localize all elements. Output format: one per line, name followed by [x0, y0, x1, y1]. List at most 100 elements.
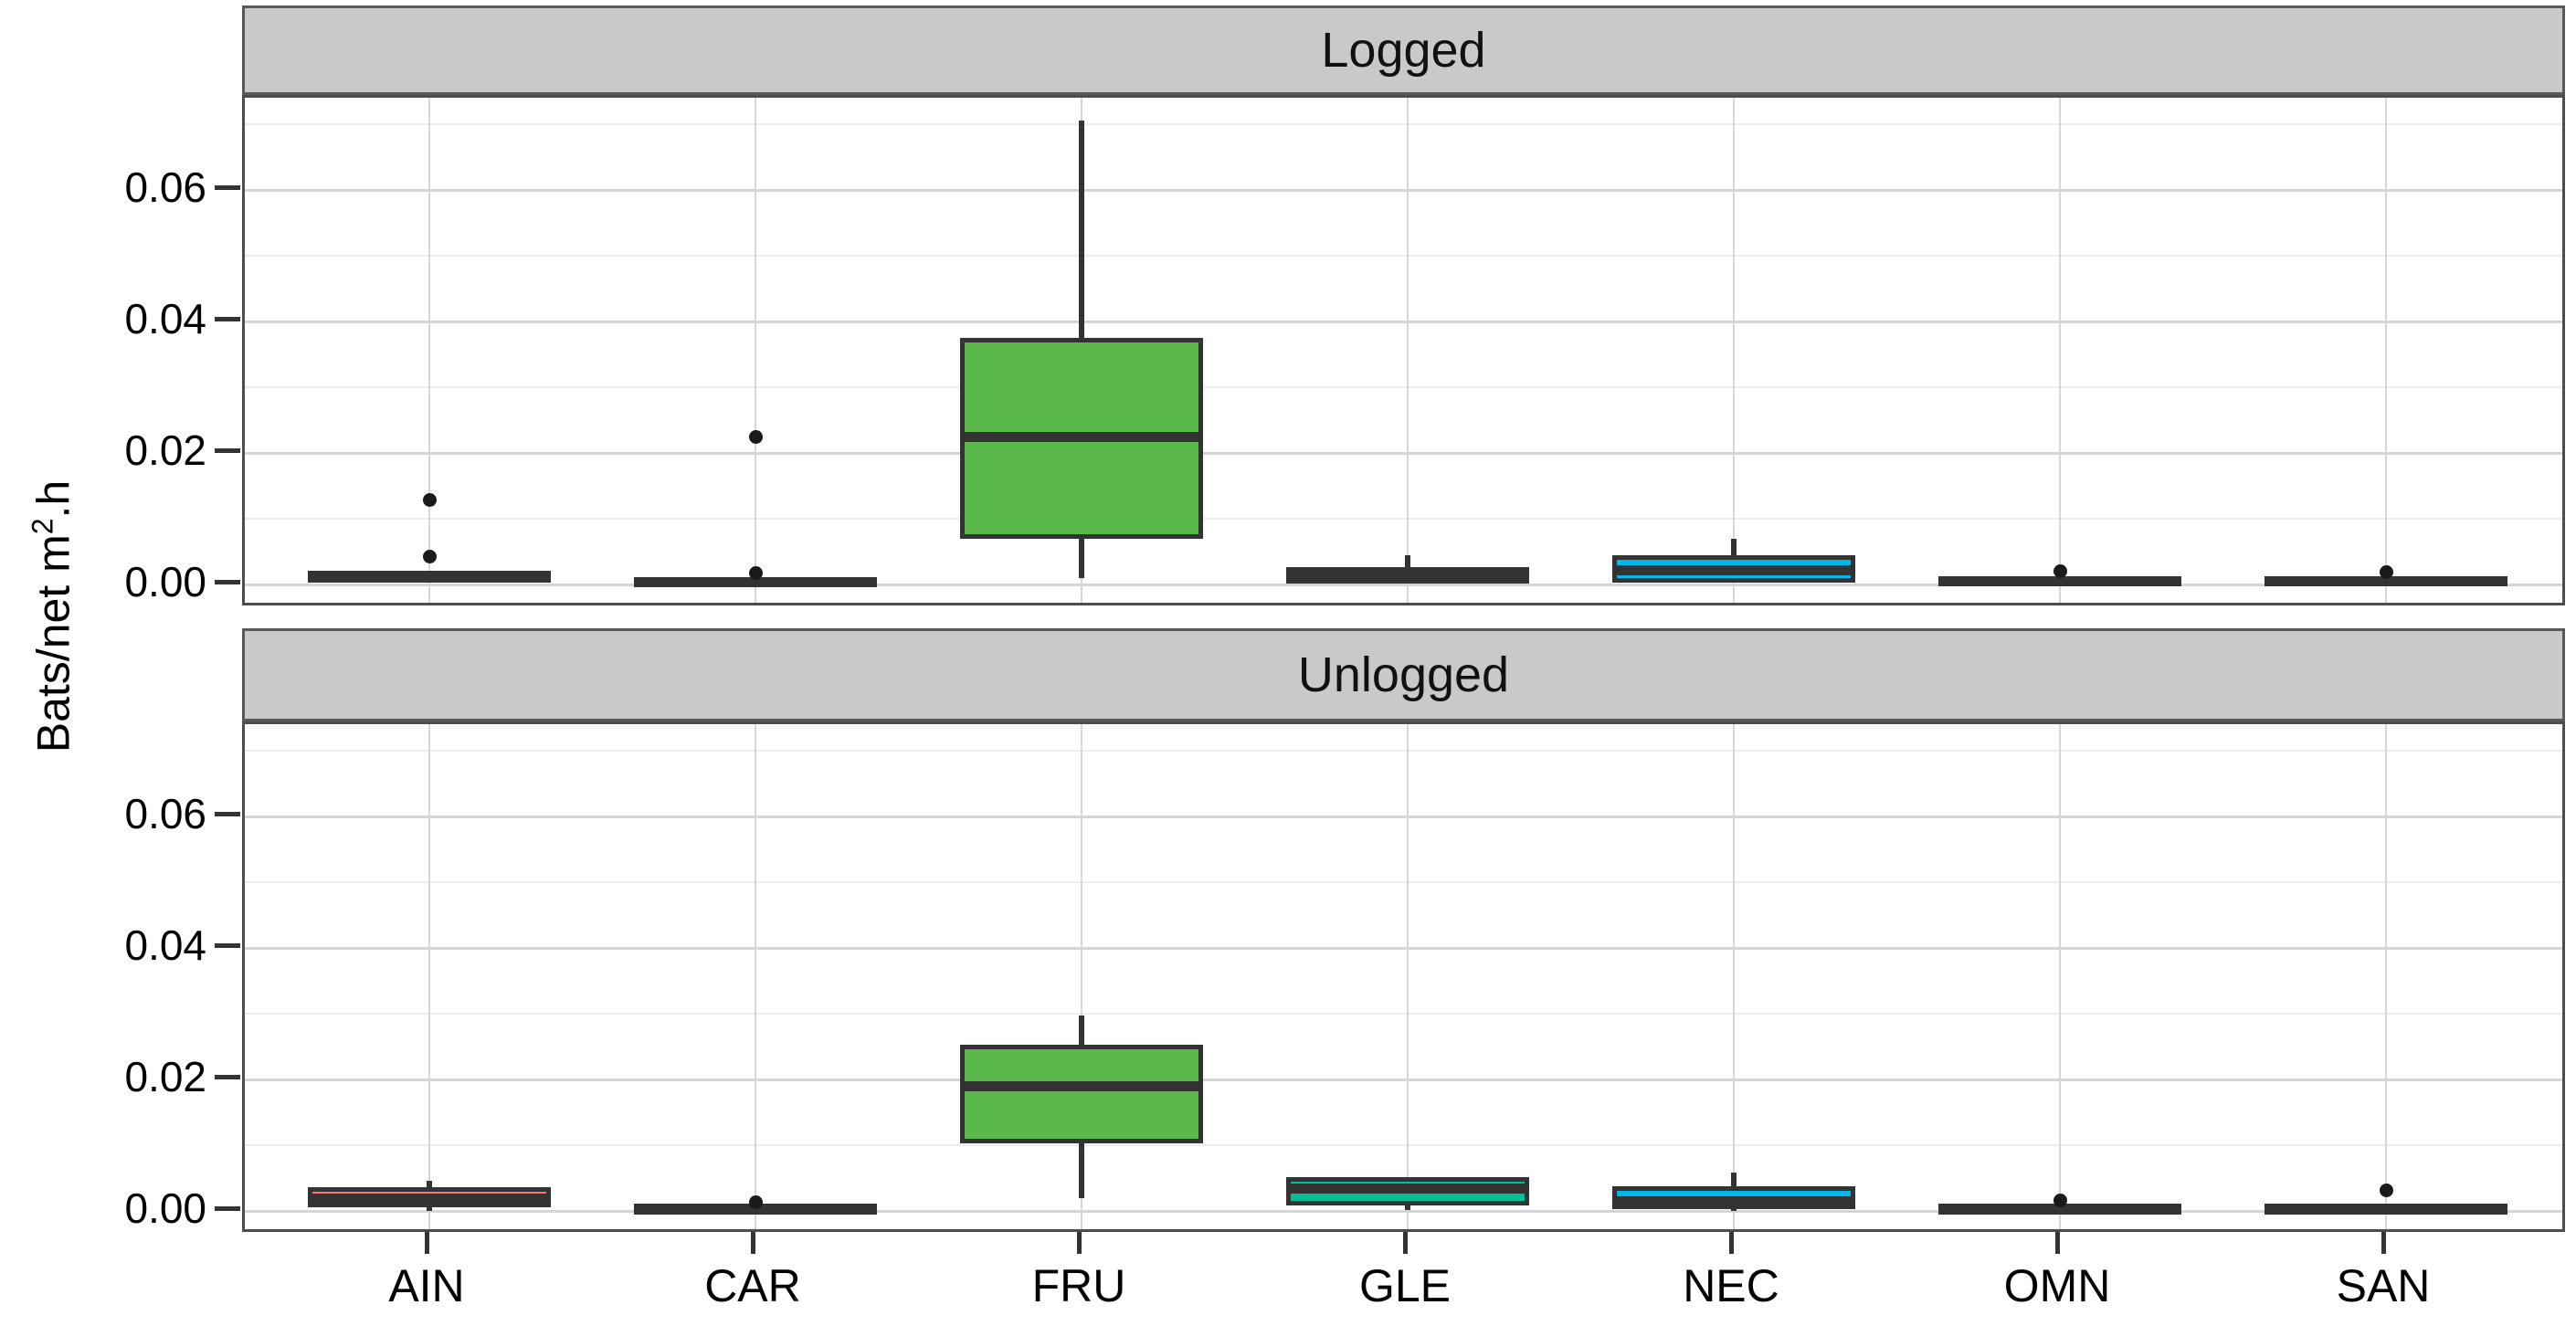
boxplot-whisker-upper	[1079, 121, 1084, 338]
boxplot-median	[1612, 565, 1855, 576]
boxplot-median	[634, 576, 877, 587]
y-axis-title: Bats/net m2.h	[26, 480, 80, 753]
y-tick-label: 0.00	[124, 1184, 206, 1232]
y-tick-label: 0.02	[124, 426, 206, 474]
major-gridline-y	[245, 947, 2562, 950]
category-gridline	[428, 724, 430, 1229]
outlier-point	[748, 565, 763, 580]
major-gridline-y	[245, 452, 2562, 455]
category-gridline	[1733, 98, 1735, 603]
major-gridline-y	[245, 321, 2562, 323]
minor-gridline-y	[245, 1013, 2562, 1015]
minor-gridline-y	[245, 1144, 2562, 1146]
major-gridline-y	[245, 1079, 2562, 1081]
x-tick-mark	[750, 1232, 755, 1254]
category-gridline	[2385, 98, 2387, 603]
outlier-point	[2053, 564, 2067, 579]
boxplot-whisker-upper	[1405, 555, 1410, 568]
y-tick-label: 0.04	[124, 295, 206, 342]
facet-strip: Logged	[242, 5, 2565, 95]
boxplot-median	[1286, 571, 1529, 582]
x-tick-mark	[1402, 1232, 1408, 1254]
boxplot-median	[960, 431, 1203, 442]
minor-gridline-y	[245, 386, 2562, 388]
boxplot-whisker-upper	[427, 1180, 432, 1188]
boxplot-whisker-lower	[1405, 1205, 1410, 1211]
boxplot-whisker-upper	[1731, 1173, 1737, 1187]
minor-gridline-y	[245, 255, 2562, 257]
x-axis-label: SAN	[2336, 1260, 2431, 1311]
y-tick-label: 0.06	[124, 163, 206, 211]
facet-strip-label: Logged	[1321, 23, 1486, 78]
major-gridline-y	[245, 189, 2562, 192]
outlier-point	[748, 1195, 763, 1210]
minor-gridline-y	[245, 881, 2562, 883]
y-tick-mark	[215, 1205, 240, 1211]
major-gridline-y	[245, 816, 2562, 818]
y-tick-mark	[215, 579, 240, 584]
x-axis-label: NEC	[1683, 1260, 1779, 1311]
x-axis-label: FRU	[1031, 1260, 1126, 1311]
major-gridline-y	[245, 1210, 2562, 1213]
boxplot-whisker-lower	[1079, 538, 1084, 578]
boxplot-median	[2265, 1203, 2507, 1214]
boxplot-box	[960, 1044, 1203, 1143]
y-tick-mark	[215, 811, 240, 816]
y-tick-mark	[215, 316, 240, 321]
category-gridline	[755, 98, 756, 603]
outlier-point	[2379, 564, 2393, 579]
y-tick-label: 0.02	[124, 1053, 206, 1100]
facet-strip: Unlogged	[242, 628, 2565, 721]
y-tick-mark	[215, 1074, 240, 1079]
y-tick-mark	[215, 184, 240, 190]
x-tick-mark	[1076, 1232, 1082, 1254]
x-axis-label: GLE	[1358, 1260, 1452, 1311]
boxplot-whisker-lower	[1079, 1142, 1084, 1198]
boxplot-whisker-upper	[1731, 539, 1737, 555]
category-gridline	[1733, 724, 1735, 1229]
y-tick-label: 0.04	[124, 921, 206, 969]
x-axis-label: CAR	[704, 1260, 801, 1311]
y-tick-mark	[215, 447, 240, 453]
minor-gridline-y	[245, 750, 2562, 752]
x-axis-label: AIN	[388, 1260, 465, 1311]
outlier-point	[748, 429, 763, 444]
category-gridline	[2385, 724, 2387, 1229]
boxplot-median	[960, 1080, 1203, 1091]
x-tick-mark	[1728, 1232, 1734, 1254]
x-tick-mark	[424, 1232, 429, 1254]
minor-gridline-y	[245, 123, 2562, 125]
y-tick-label: 0.00	[124, 558, 206, 605]
x-tick-mark	[2054, 1232, 2060, 1254]
x-tick-mark	[2381, 1232, 2386, 1254]
category-gridline	[2059, 98, 2061, 603]
category-gridline	[2059, 724, 2061, 1229]
plot-panel	[242, 95, 2565, 605]
boxplot-whisker-lower	[1731, 1208, 1737, 1211]
y-tick-mark	[215, 942, 240, 948]
plot-panel	[242, 721, 2565, 1232]
outlier-point	[422, 492, 437, 507]
y-tick-label: 0.06	[124, 790, 206, 837]
outlier-point	[422, 549, 437, 563]
category-gridline	[1081, 724, 1082, 1229]
major-gridline-y	[245, 584, 2562, 586]
x-axis-label: OMN	[2003, 1260, 2111, 1311]
boxplot-median	[1938, 575, 2181, 586]
boxplot-median	[2265, 575, 2507, 586]
category-gridline	[1407, 724, 1409, 1229]
boxplot-median	[1612, 1195, 1855, 1206]
facet-strip-label: Unlogged	[1297, 647, 1510, 702]
boxplot-median	[308, 572, 551, 583]
category-gridline	[755, 724, 756, 1229]
y-axis-title-superscript: 2	[26, 518, 59, 535]
outlier-point	[2379, 1184, 2393, 1198]
boxplot-whisker-lower	[427, 1206, 432, 1211]
outlier-point	[2053, 1193, 2067, 1207]
category-gridline	[428, 98, 430, 603]
boxplot-whisker-upper	[1079, 1016, 1084, 1045]
minor-gridline-y	[245, 518, 2562, 520]
boxplot-median	[308, 1193, 551, 1204]
y-axis-title-suffix: .h	[27, 479, 79, 519]
